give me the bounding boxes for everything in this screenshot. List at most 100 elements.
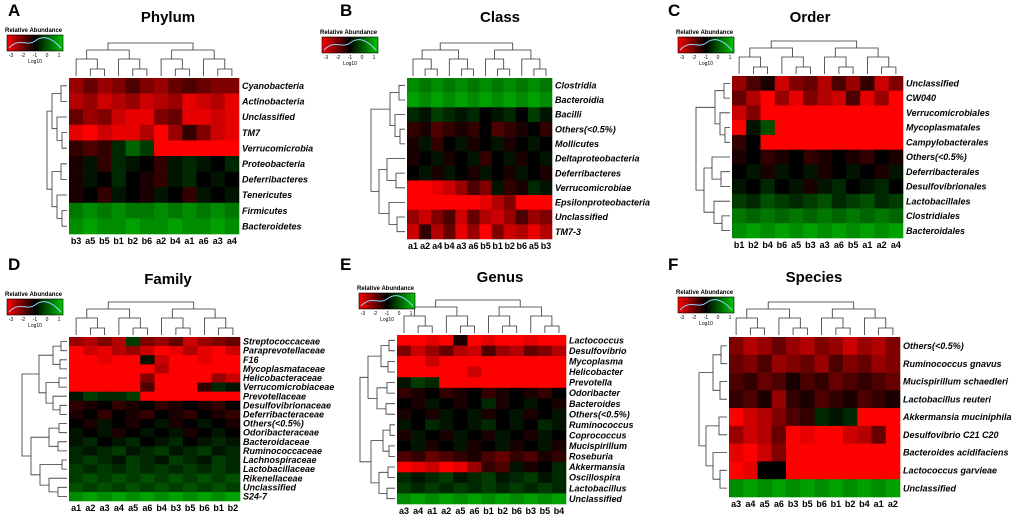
heatmap-cell — [846, 208, 861, 224]
dendrogram-branch — [388, 339, 395, 352]
heatmap-cell — [732, 134, 747, 150]
heatmap-cell — [455, 165, 468, 181]
heatmap-cell — [182, 124, 197, 141]
heatmap-cell — [746, 164, 761, 180]
heatmap-cell — [126, 428, 141, 438]
color-legend: Relative Abundance -3 -2 -1 0 1 Log10 — [320, 30, 379, 67]
heatmap-cell — [140, 391, 155, 402]
heatmap-cell — [843, 390, 858, 409]
heatmap-cell — [183, 428, 198, 438]
heatmap-cell — [97, 446, 113, 456]
heatmap-cell — [453, 408, 468, 420]
heatmap-cell — [757, 479, 773, 498]
column-label: a3 — [100, 503, 110, 513]
heatmap-cell — [111, 419, 127, 429]
legend-title: Relative Abundance — [5, 28, 63, 34]
heatmap-cell — [225, 382, 241, 392]
column-label: b3 — [788, 499, 799, 509]
heatmap-cell — [443, 180, 456, 196]
heatmap-cell — [503, 195, 517, 211]
heatmap-cell — [126, 391, 141, 402]
heatmap-cell — [69, 156, 84, 172]
heatmap-cell — [503, 92, 517, 108]
heatmap-cell — [443, 224, 456, 240]
row-label: Odoribacteraceae — [243, 428, 319, 438]
heatmap-cell — [551, 482, 567, 494]
heatmap-cell — [183, 391, 198, 402]
heatmap-cell — [196, 124, 211, 141]
heatmap-cell — [874, 208, 890, 224]
heatmap-cell — [411, 356, 426, 367]
column-label: b4 — [156, 503, 167, 513]
heatmap-cell — [774, 164, 790, 180]
row-label: CW040 — [906, 93, 936, 103]
row-label: Unclassified — [242, 112, 296, 122]
dendrogram-branch — [61, 459, 67, 470]
heatmap-cell — [397, 398, 412, 410]
panel-c: C Order Relative Abundance -3 -2 -1 0 1 Log10 Unc… — [668, 1, 990, 250]
heatmap-cell — [183, 446, 198, 456]
heatmap-cell — [509, 451, 525, 463]
column-label: a5 — [85, 236, 95, 246]
heatmap-cell — [83, 78, 98, 94]
heatmap-cell — [211, 382, 227, 392]
heatmap-cell — [196, 202, 211, 219]
heatmap-cell — [453, 451, 468, 463]
heatmap-cell — [729, 390, 744, 409]
heatmap-cell — [126, 400, 141, 411]
heatmap-cell — [97, 109, 112, 126]
heatmap-cell — [481, 430, 496, 441]
dendrogram-branch — [439, 42, 514, 50]
dendrogram-branch — [218, 327, 234, 335]
heatmap-cell — [224, 202, 240, 219]
heatmap-cell — [69, 202, 84, 219]
heatmap-cell — [411, 387, 426, 399]
heatmap-cell — [183, 337, 198, 347]
row-label: Prevotellaceae — [243, 391, 306, 401]
heatmap-cell — [857, 354, 872, 373]
heatmap-cell — [425, 356, 440, 367]
row-label: Oscillospira — [569, 473, 621, 483]
heatmap-cell — [224, 156, 240, 172]
heatmap-cell — [481, 461, 496, 473]
heatmap-cell — [523, 408, 539, 420]
heatmap-cell — [439, 398, 454, 410]
heatmap-cell — [885, 461, 901, 480]
legend-tick-label: -2 — [373, 311, 378, 317]
column-label: a5 — [455, 506, 465, 514]
heatmap-cell — [69, 473, 84, 484]
heatmap-cell — [828, 443, 844, 462]
heatmap-cell — [551, 419, 567, 431]
heatmap-cell — [197, 400, 212, 411]
legend-tick-label: 0 — [717, 55, 720, 61]
heatmap-cell — [885, 443, 901, 462]
column-label: a1 — [874, 499, 884, 509]
heatmap-cell — [828, 354, 844, 373]
heatmap-cell — [168, 156, 183, 172]
heatmap-cell — [814, 479, 830, 498]
dendrogram-branch — [175, 327, 191, 335]
column-label: a1 — [71, 503, 81, 513]
dendrogram-branch — [385, 403, 395, 415]
heatmap-cell — [443, 195, 456, 211]
dendrogram-branch — [792, 327, 808, 335]
column-label: a1 — [408, 241, 418, 251]
heatmap-cell — [803, 134, 818, 150]
column-label: b3 — [71, 236, 82, 246]
row-label: Ruminococcus gnavus — [903, 359, 1002, 369]
heatmap-cell — [888, 223, 904, 239]
heatmap-cell — [515, 224, 529, 240]
heatmap-cell — [860, 164, 875, 180]
heatmap-cell — [871, 461, 887, 480]
heatmap-cell — [225, 482, 241, 493]
row-label: Others(<0.5%) — [569, 409, 630, 419]
legend-tick-label: 1 — [410, 311, 413, 317]
heatmap-cell — [439, 430, 454, 441]
heatmap-cell — [425, 366, 440, 378]
heatmap-cell — [83, 437, 98, 447]
panel-label: A — [8, 1, 20, 20]
heatmap-cell — [69, 491, 84, 502]
heatmap-cell — [729, 372, 744, 391]
dendrogram-branch — [386, 487, 395, 500]
heatmap-cell — [467, 440, 482, 452]
